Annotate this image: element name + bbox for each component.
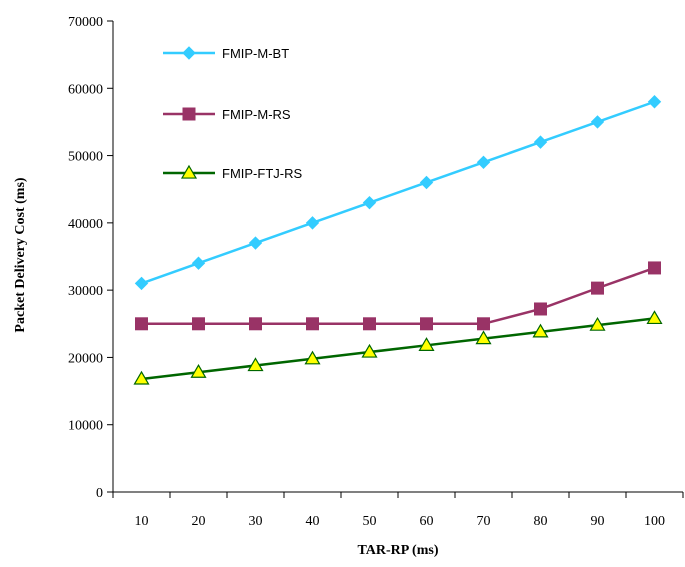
- data-point: [419, 175, 434, 190]
- x-tick-label: 70: [477, 514, 491, 529]
- data-point: [420, 317, 433, 331]
- x-tick-label: 40: [306, 514, 320, 529]
- legend-marker: [182, 46, 196, 60]
- data-point: [305, 216, 320, 230]
- y-tick-label: 40000: [68, 217, 103, 232]
- data-point: [648, 261, 661, 275]
- data-point: [647, 95, 662, 109]
- data-point: [591, 281, 604, 295]
- legend-entry: FMIP-FTJ-RS: [163, 164, 302, 181]
- series-fmip-m-bt: [134, 95, 662, 291]
- data-point: [190, 364, 207, 378]
- x-tick-label: 30: [249, 514, 263, 529]
- series-line: [141, 100, 655, 285]
- legend-entry: FMIP-M-RS: [163, 107, 291, 122]
- x-tick-label: 10: [135, 514, 149, 529]
- data-point: [361, 343, 378, 358]
- data-point: [534, 302, 547, 316]
- data-point: [304, 350, 321, 365]
- legend-label: FMIP-FTJ-RS: [222, 166, 302, 181]
- y-tick-label: 0: [96, 486, 103, 501]
- data-point: [135, 317, 148, 331]
- data-point: [306, 317, 319, 331]
- legend-marker: [180, 164, 198, 179]
- legend-entry: FMIP-M-BT: [163, 46, 289, 61]
- data-point: [249, 317, 262, 331]
- data-point: [646, 310, 663, 325]
- legend-label: FMIP-M-RS: [222, 107, 291, 122]
- y-tick-label: 10000: [68, 419, 103, 434]
- data-point: [589, 316, 606, 331]
- data-point: [192, 317, 205, 331]
- data-point: [363, 317, 376, 331]
- series-fmip-ftj-rs: [133, 310, 663, 385]
- legend-label: FMIP-M-BT: [222, 46, 289, 61]
- y-axis: 0 10000 20000 30000 40000 50000 60000 70000: [68, 15, 114, 501]
- data-point: [191, 256, 206, 270]
- x-tick-label: 100: [644, 514, 665, 529]
- series-fmip-m-rs: [135, 261, 661, 331]
- legend: FMIP-M-BT FMIP-M-RS FMIP-FTJ-RS: [163, 46, 302, 181]
- y-axis-title: Packet Delivery Cost (ms): [13, 177, 28, 332]
- x-tick-label: 50: [363, 514, 377, 529]
- x-tick-label: 20: [192, 514, 206, 529]
- x-tick-label: 90: [591, 514, 605, 529]
- data-point: [248, 236, 263, 250]
- data-point: [533, 135, 548, 149]
- data-point: [418, 337, 435, 351]
- y-tick-label: 20000: [68, 351, 103, 366]
- data-point: [590, 115, 605, 129]
- x-axis: 10 20 30 40 50 60 70 80 90 100: [112, 491, 684, 529]
- y-tick-label: 50000: [68, 150, 103, 165]
- y-tick-label: 60000: [68, 82, 103, 97]
- x-tick-label: 80: [534, 514, 548, 529]
- data-point: [134, 276, 149, 291]
- legend-marker: [182, 107, 196, 121]
- series-line: [141, 317, 655, 381]
- data-point: [477, 317, 490, 331]
- y-tick-label: 70000: [68, 15, 103, 30]
- x-axis-title: TAR-RP (ms): [357, 543, 438, 558]
- series-layer: [133, 95, 663, 385]
- data-point: [476, 155, 491, 170]
- data-point: [475, 330, 492, 345]
- y-tick-label: 30000: [68, 284, 103, 299]
- x-tick-label: 60: [420, 514, 434, 529]
- data-point: [532, 323, 549, 338]
- data-point: [247, 357, 264, 372]
- data-point: [362, 195, 377, 210]
- data-point: [133, 370, 150, 385]
- series-line: [141, 266, 655, 326]
